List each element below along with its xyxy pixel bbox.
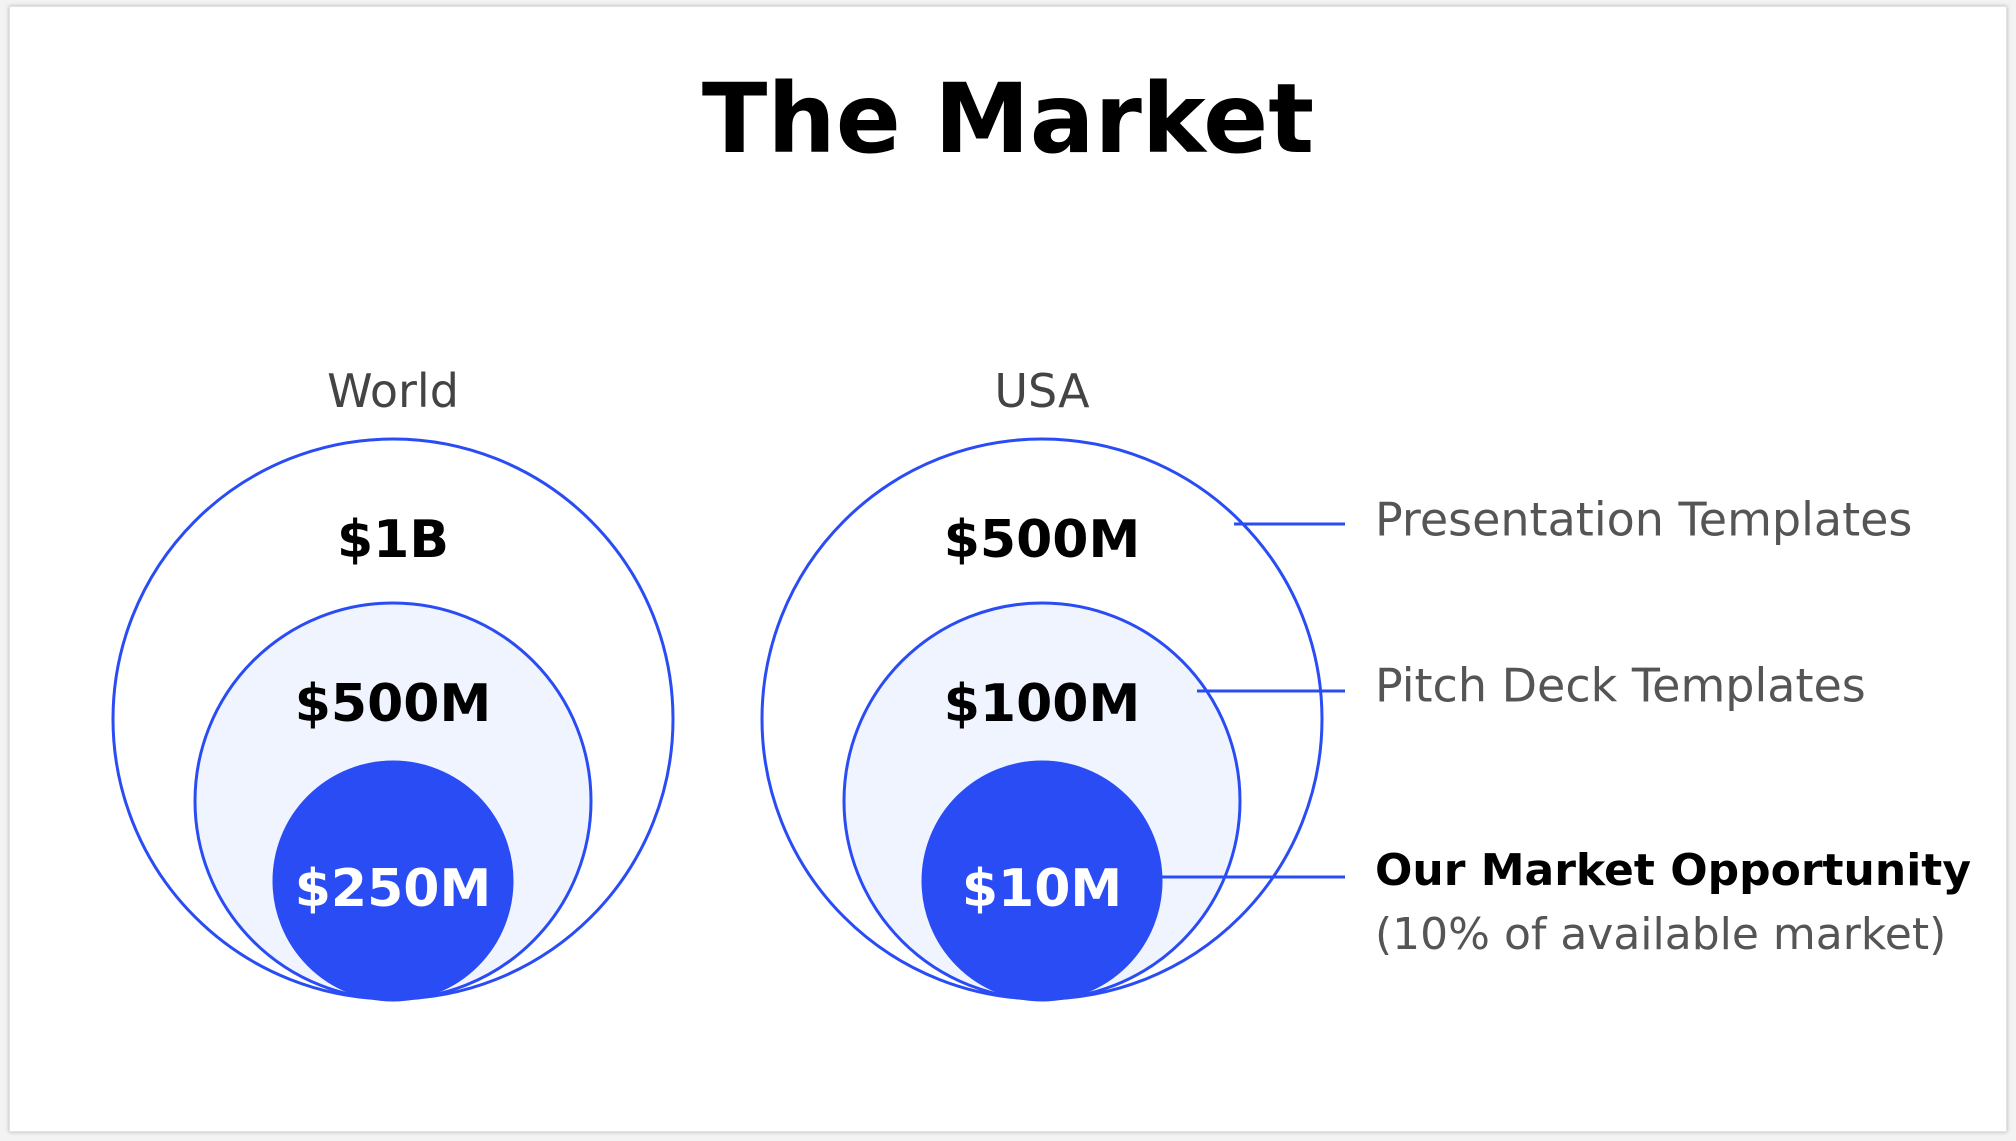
world-middle-value: $500M [295, 674, 491, 734]
usa-outer-value: $500M [944, 510, 1140, 570]
usa-inner-value: $10M [962, 859, 1122, 919]
world-circles: World $1B $500M $250M [111, 364, 675, 1002]
legend-outer-label: Presentation Templates [1375, 493, 1912, 547]
market-diagram: World $1B $500M $250M USA $500M $100M $1… [111, 364, 1971, 1002]
leader-lines [1161, 522, 1345, 879]
legend-inner-note: (10% of available market) [1375, 909, 1946, 960]
legend-inner-label: Our Market Opportunity [1375, 845, 1971, 896]
legend-middle-label: Pitch Deck Templates [1375, 659, 1866, 713]
slide-title: The Market [701, 63, 1315, 175]
world-inner-value: $250M [295, 859, 491, 919]
world-inner-circle [272, 760, 514, 1002]
world-outer-value: $1B [337, 510, 449, 570]
usa-label: USA [994, 364, 1090, 418]
world-label: World [327, 364, 459, 418]
usa-middle-value: $100M [944, 674, 1140, 734]
usa-inner-circle [921, 760, 1163, 1002]
usa-circles: USA $500M $100M $10M [760, 364, 1324, 1002]
legend: Presentation Templates Pitch Deck Templa… [1375, 493, 1971, 961]
slide: The Market World $1B $500M $250M USA $50… [9, 6, 2007, 1132]
